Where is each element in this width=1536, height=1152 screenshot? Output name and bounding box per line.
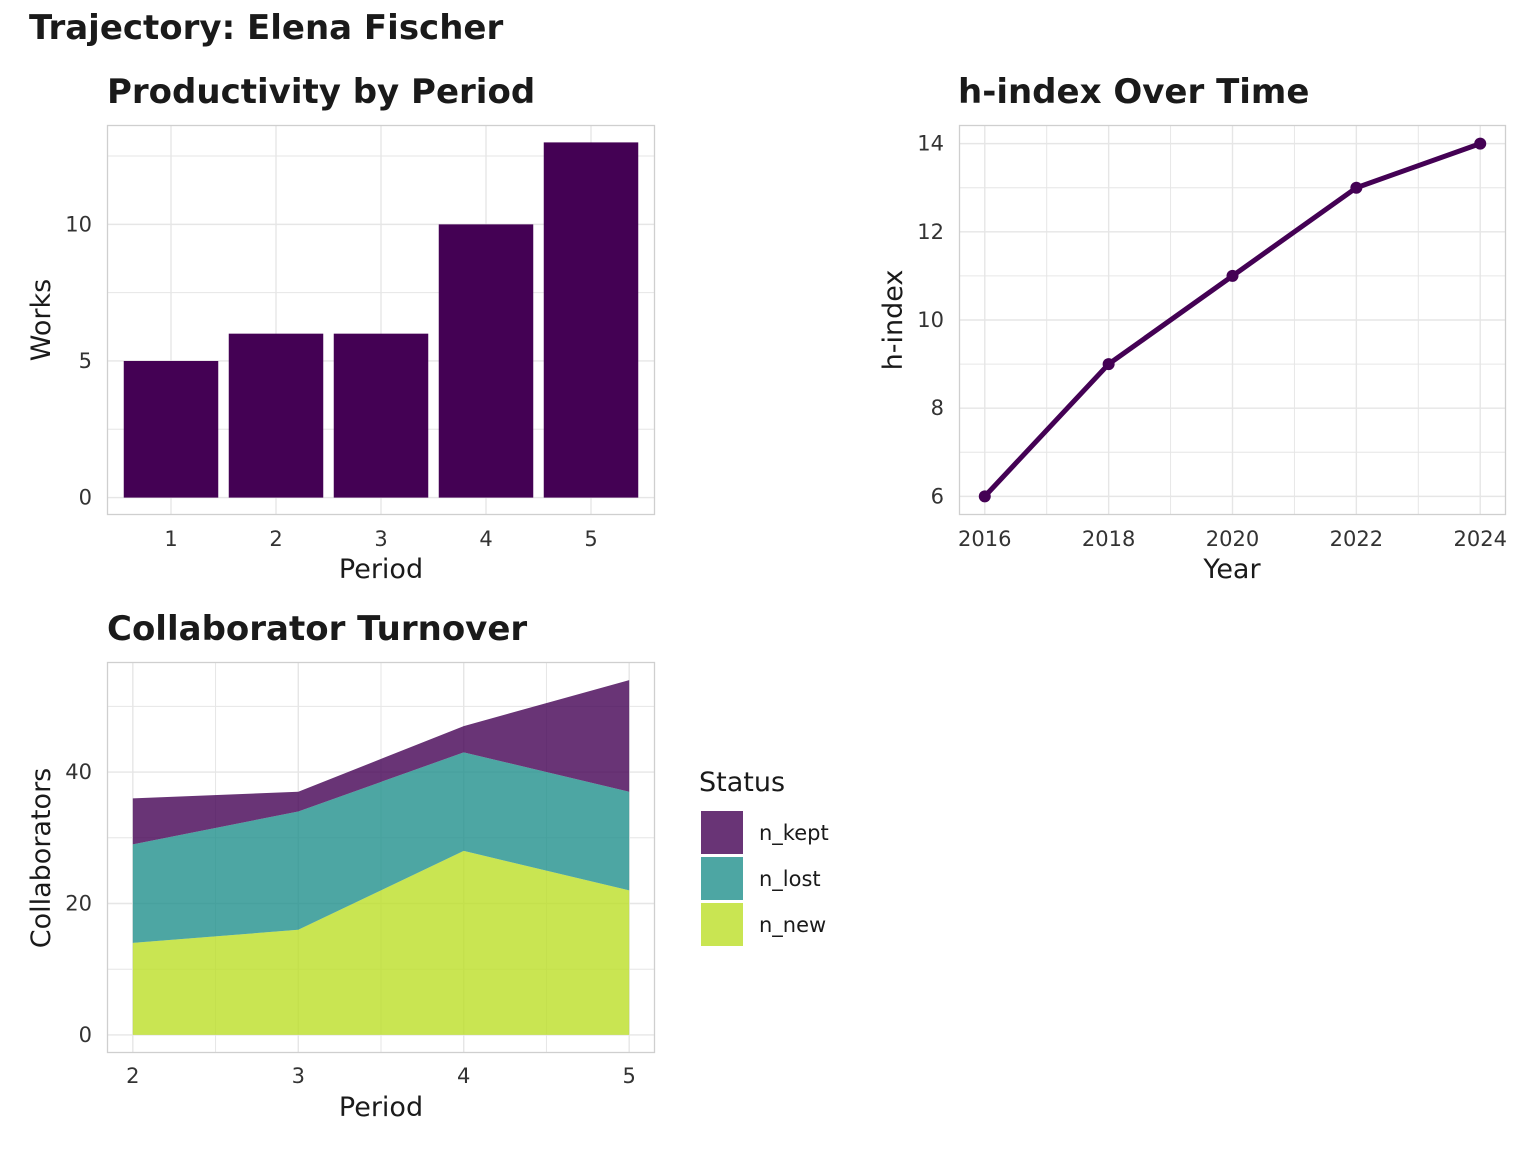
h-index-x-axis-label: Year (1202, 554, 1261, 585)
h-index-chart: h-index Over Time 2016 2018 2020 2022 2024 6… (878, 72, 1507, 585)
productivity-bar (543, 142, 639, 498)
h-index-point (1226, 269, 1239, 282)
turnover-panel-border (106, 661, 656, 1054)
turnover-y-axis-label: Collaborators (26, 768, 57, 949)
productivity-x-tick-label: 2 (269, 527, 282, 551)
turnover-x-tick-label: 3 (292, 1064, 305, 1088)
turnover-legend: Status n_kept n_lost n_new (699, 767, 829, 946)
legend-swatch-n-new (701, 903, 743, 946)
h-index-point (978, 490, 991, 503)
h-index-y-tick-label: 12 (917, 220, 944, 244)
turnover-x-tick-label: 2 (126, 1064, 139, 1088)
legend-swatch-n-kept (701, 811, 743, 854)
h-index-y-tick-label: 8 (931, 396, 944, 420)
turnover-x-axis-label: Period (339, 1092, 423, 1123)
productivity-x-tick-label: 4 (479, 527, 492, 551)
legend-label-n-kept: n_kept (759, 821, 829, 846)
h-index-y-tick-label: 14 (917, 132, 944, 156)
productivity-bar (228, 333, 324, 498)
turnover-y-tick-label: 20 (65, 891, 92, 915)
productivity-chart-title: Productivity by Period (107, 72, 535, 112)
productivity-chart: Productivity by Period 1 2 3 4 5 0 5 10 Period… (26, 72, 656, 585)
productivity-y-axis-label: Works (26, 279, 57, 361)
productivity-y-tick-label: 5 (79, 349, 92, 373)
h-index-x-tick-label: 2018 (1082, 527, 1135, 551)
productivity-bar (123, 360, 219, 498)
h-index-chart-title: h-index Over Time (958, 72, 1309, 112)
turnover-area-n-kept (132, 680, 630, 845)
h-index-point (1102, 358, 1115, 371)
productivity-bar (438, 224, 534, 498)
h-index-x-tick-label: 2022 (1330, 527, 1383, 551)
productivity-x-tick-label: 1 (164, 527, 177, 551)
h-index-x-tick-label: 2024 (1454, 527, 1507, 551)
turnover-y-tick-label: 0 (79, 1023, 92, 1047)
productivity-panel-border (106, 124, 656, 516)
turnover-x-tick-label: 4 (457, 1064, 470, 1088)
h-index-panel-border (958, 124, 1507, 516)
page-title: Trajectory: Elena Fischer (29, 8, 504, 48)
h-index-point (1474, 137, 1487, 150)
h-index-x-tick-label: 2016 (958, 527, 1011, 551)
h-index-x-tick-label: 2020 (1206, 527, 1259, 551)
h-index-y-axis-label: h-index (878, 270, 909, 371)
productivity-x-axis-label: Period (339, 554, 423, 585)
productivity-y-tick-label: 10 (65, 212, 92, 236)
productivity-y-tick-label: 0 (79, 486, 92, 510)
legend-title: Status (699, 767, 785, 798)
legend-label-n-lost: n_lost (759, 867, 821, 892)
turnover-area-n-lost (132, 752, 630, 943)
turnover-y-tick-label: 40 (65, 760, 92, 784)
h-index-point (1350, 181, 1363, 194)
h-index-y-tick-label: 10 (917, 308, 944, 332)
productivity-x-tick-label: 3 (374, 527, 387, 551)
h-index-y-tick-label: 6 (931, 484, 944, 508)
legend-swatch-n-lost (701, 857, 743, 900)
turnover-chart-title: Collaborator Turnover (107, 609, 527, 649)
turnover-area-n-new (132, 850, 630, 1035)
turnover-x-tick-label: 5 (622, 1064, 635, 1088)
productivity-x-tick-label: 5 (584, 527, 597, 551)
legend-label-n-new: n_new (759, 913, 826, 938)
productivity-bar (333, 333, 429, 498)
